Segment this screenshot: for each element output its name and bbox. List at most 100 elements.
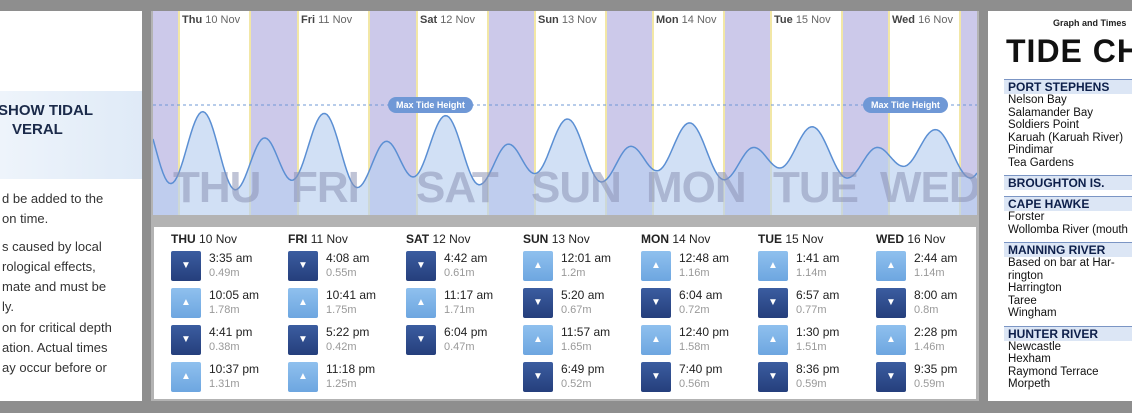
location-link[interactable]: Morpeth — [1008, 378, 1051, 390]
tide-entry[interactable]: ▲ 2:44 am 1.14m — [876, 251, 991, 285]
low-tide-button[interactable]: ▼ — [171, 251, 201, 281]
low-tide-button[interactable]: ▼ — [758, 288, 788, 318]
tide-entry[interactable]: ▲ 11:57 am 1.65m — [523, 325, 638, 359]
day-edge — [888, 11, 890, 215]
day-edge — [368, 11, 370, 215]
location-link[interactable]: rington — [1008, 269, 1044, 282]
tide-entry[interactable]: ▲ 2:28 pm 1.46m — [876, 325, 991, 359]
high-tide-button[interactable]: ▲ — [288, 362, 318, 392]
location-link[interactable]: Nelson Bay — [1008, 94, 1067, 106]
tide-entry[interactable]: ▲ 11:18 pm 1.25m — [288, 362, 403, 396]
graph-day-label: Tue 15 Nov — [774, 14, 831, 26]
location-link[interactable]: Hexham — [1008, 353, 1051, 365]
tide-day-column: FRI 11 Nov ▼ 4:08 am 0.55m ▲ 10:41 am 1.75m ▼ 5:… — [288, 227, 403, 399]
tide-entry[interactable]: ▼ 3:35 am 0.49m — [171, 251, 286, 285]
location-link[interactable]: Forster — [1008, 211, 1045, 223]
tide-entry[interactable]: ▼ 7:40 pm 0.56m — [641, 362, 756, 396]
location-link[interactable]: Taree — [1008, 294, 1037, 307]
arrow-down-icon: ▼ — [181, 334, 191, 345]
tide-entry[interactable]: ▲ 12:48 am 1.16m — [641, 251, 756, 285]
location-link[interactable]: Tea Gardens — [1008, 156, 1074, 169]
tide-entry[interactable]: ▼ 9:35 pm 0.59m — [876, 362, 991, 396]
location-link[interactable]: Wingham — [1008, 307, 1057, 319]
tide-height: 1.2m — [561, 267, 586, 279]
location-link[interactable]: Soldiers Point — [1008, 119, 1079, 131]
tide-entry[interactable]: ▼ 4:41 pm 0.38m — [171, 325, 286, 359]
tide-entry[interactable]: ▲ 10:37 pm 1.31m — [171, 362, 286, 396]
graph-day-date: 15 Nov — [795, 14, 831, 26]
high-tide-button[interactable]: ▲ — [288, 288, 318, 318]
location-link[interactable]: Salamander Bay — [1008, 106, 1094, 119]
region-name[interactable]: BROUGHTON IS. — [1004, 175, 1132, 190]
graph-day-date: 14 Nov — [681, 14, 717, 26]
location-link[interactable]: Based on bar at Har- — [1008, 257, 1115, 269]
low-tide-button[interactable]: ▼ — [523, 362, 553, 392]
low-tide-button[interactable]: ▼ — [288, 251, 318, 281]
tide-entry[interactable]: ▼ 6:04 am 0.72m — [641, 288, 756, 322]
tide-entry[interactable]: ▲ 10:41 am 1.75m — [288, 288, 403, 322]
tide-day-header: FRI 11 Nov — [288, 232, 348, 246]
location-link[interactable]: Karuah (Karuah River) — [1008, 131, 1124, 144]
high-tide-button[interactable]: ▲ — [758, 325, 788, 355]
tide-entry[interactable]: ▲ 11:17 am 1.71m — [406, 288, 521, 322]
high-tide-button[interactable]: ▲ — [758, 251, 788, 281]
location-link[interactable]: Raymond Terrace — [1008, 365, 1099, 378]
tide-time: 6:04 pm — [444, 325, 488, 339]
low-tide-button[interactable]: ▼ — [758, 362, 788, 392]
tide-entry[interactable]: ▼ 4:42 am 0.61m — [406, 251, 521, 285]
tide-height: 1.31m — [209, 378, 240, 390]
tide-chart-panel: Thu 10 Nov Fri 11 Nov Sat 12 Nov Sun 13 Nov… — [151, 11, 979, 401]
tide-entry[interactable]: ▼ 8:36 pm 0.59m — [758, 362, 873, 396]
tide-entry[interactable]: ▼ 6:57 am 0.77m — [758, 288, 873, 322]
region-name[interactable]: PORT STEPHENS — [1004, 79, 1132, 94]
tide-entry[interactable]: ▲ 1:41 am 1.14m — [758, 251, 873, 285]
high-tide-button[interactable]: ▲ — [406, 288, 436, 318]
tide-times-table: THU 10 Nov ▼ 3:35 am 0.49m ▲ 10:05 am 1.78m ▼ 4:… — [154, 227, 976, 399]
graph-day-date: 16 Nov — [918, 14, 953, 26]
high-tide-button[interactable]: ▲ — [523, 251, 553, 281]
region-group: HUNTER RIVER Newcastle Hexham Raymond Terra… — [1004, 325, 1132, 391]
info-line: s caused by local — [2, 239, 102, 254]
tide-entry[interactable]: ▲ 10:05 am 1.78m — [171, 288, 286, 322]
location-link[interactable]: Pindimar — [1008, 144, 1054, 156]
low-tide-button[interactable]: ▼ — [641, 362, 671, 392]
tide-entry[interactable]: ▼ 5:22 pm 0.42m — [288, 325, 403, 359]
tide-entry[interactable]: ▼ 6:49 pm 0.52m — [523, 362, 638, 396]
region-name[interactable]: CAPE HAWKE — [1004, 196, 1132, 211]
low-tide-button[interactable]: ▼ — [876, 288, 906, 318]
tide-height: 0.42m — [326, 341, 357, 353]
location-link[interactable]: Harrington — [1008, 282, 1062, 294]
graph-day-label: Sat 12 Nov — [420, 14, 475, 26]
region-group: CAPE HAWKE Forster Wollomba River (mouth — [1004, 196, 1132, 236]
low-tide-button[interactable]: ▼ — [288, 325, 318, 355]
low-tide-button[interactable]: ▼ — [523, 288, 553, 318]
high-tide-button[interactable]: ▲ — [876, 251, 906, 281]
low-tide-button[interactable]: ▼ — [876, 362, 906, 392]
low-tide-button[interactable]: ▼ — [406, 251, 436, 281]
tide-entry[interactable]: ▲ 12:40 pm 1.58m — [641, 325, 756, 359]
tide-entry[interactable]: ▼ 5:20 am 0.67m — [523, 288, 638, 322]
tide-entry[interactable]: ▼ 8:00 am 0.8m — [876, 288, 991, 322]
tide-entry[interactable]: ▲ 1:30 pm 1.51m — [758, 325, 873, 359]
high-tide-button[interactable]: ▲ — [171, 288, 201, 318]
low-tide-button[interactable]: ▼ — [641, 288, 671, 318]
region-name[interactable]: MANNING RIVER — [1004, 242, 1132, 257]
low-tide-button[interactable]: ▼ — [171, 325, 201, 355]
tide-time: 11:18 pm — [326, 362, 376, 376]
day-edge — [249, 11, 251, 215]
tide-entry[interactable]: ▼ 6:04 pm 0.47m — [406, 325, 521, 359]
tide-entry[interactable]: ▲ 12:01 am 1.2m — [523, 251, 638, 285]
low-tide-button[interactable]: ▼ — [406, 325, 436, 355]
high-tide-button[interactable]: ▲ — [641, 251, 671, 281]
location-link[interactable]: Newcastle — [1008, 340, 1062, 353]
tide-entry[interactable]: ▼ 4:08 am 0.55m — [288, 251, 403, 285]
tide-height: 1.51m — [796, 341, 827, 353]
location-link[interactable]: Wollomba River (mouth — [1008, 223, 1128, 236]
arrow-up-icon: ▲ — [533, 334, 543, 345]
high-tide-button[interactable]: ▲ — [876, 325, 906, 355]
locations-panel: Graph and Times TIDE CH PORT STEPHENS Nel… — [988, 11, 1132, 401]
high-tide-button[interactable]: ▲ — [171, 362, 201, 392]
high-tide-button[interactable]: ▲ — [641, 325, 671, 355]
region-name[interactable]: HUNTER RIVER — [1004, 325, 1132, 341]
high-tide-button[interactable]: ▲ — [523, 325, 553, 355]
